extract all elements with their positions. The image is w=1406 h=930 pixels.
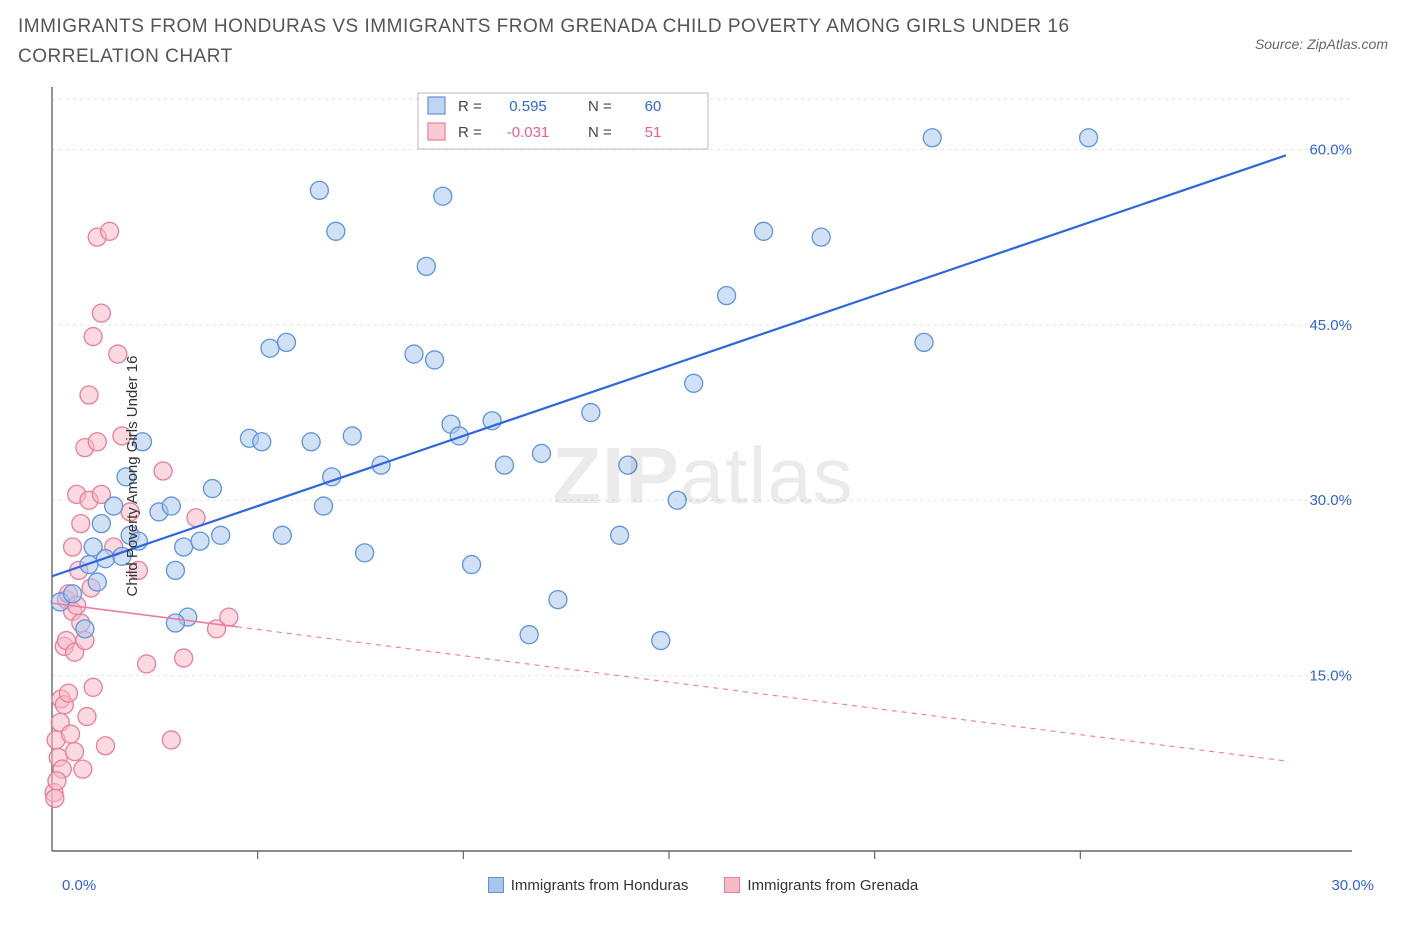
bottom-legend-bar: 0.0% Immigrants from Honduras Immigrants… [18, 877, 1388, 894]
chart-container: Child Poverty Among Girls Under 16 15.0%… [18, 81, 1388, 871]
source-credit: Source: ZipAtlas.com [1255, 36, 1388, 52]
x-axis-min-label: 0.0% [62, 877, 96, 894]
svg-text:51: 51 [645, 124, 662, 141]
chart-title: IMMIGRANTS FROM HONDURAS VS IMMIGRANTS F… [18, 12, 1118, 73]
legend-swatch-grenada [724, 877, 740, 893]
svg-text:15.0%: 15.0% [1309, 667, 1352, 684]
legend-label-honduras: Immigrants from Honduras [511, 877, 689, 894]
svg-text:60: 60 [645, 98, 662, 115]
svg-text:45.0%: 45.0% [1309, 317, 1352, 334]
svg-text:-0.031: -0.031 [507, 124, 550, 141]
svg-text:N =: N = [588, 98, 612, 115]
legend-swatch-honduras [488, 877, 504, 893]
svg-text:R =: R = [458, 98, 482, 115]
svg-text:0.595: 0.595 [509, 98, 547, 115]
legend-item-honduras: Immigrants from Honduras [488, 877, 689, 894]
y-axis-label: Child Poverty Among Girls Under 16 [124, 355, 141, 596]
svg-text:R =: R = [458, 124, 482, 141]
legend-item-grenada: Immigrants from Grenada [724, 877, 918, 894]
svg-text:N =: N = [588, 124, 612, 141]
svg-text:60.0%: 60.0% [1309, 141, 1352, 158]
legend-label-grenada: Immigrants from Grenada [747, 877, 918, 894]
x-axis-max-label: 30.0% [1331, 877, 1374, 894]
scatter-plot: 15.0% 30.0% 45.0% 60.0% R = 0.595 N = 60 R = -0.0… [18, 81, 1358, 871]
svg-text:30.0%: 30.0% [1309, 492, 1352, 509]
